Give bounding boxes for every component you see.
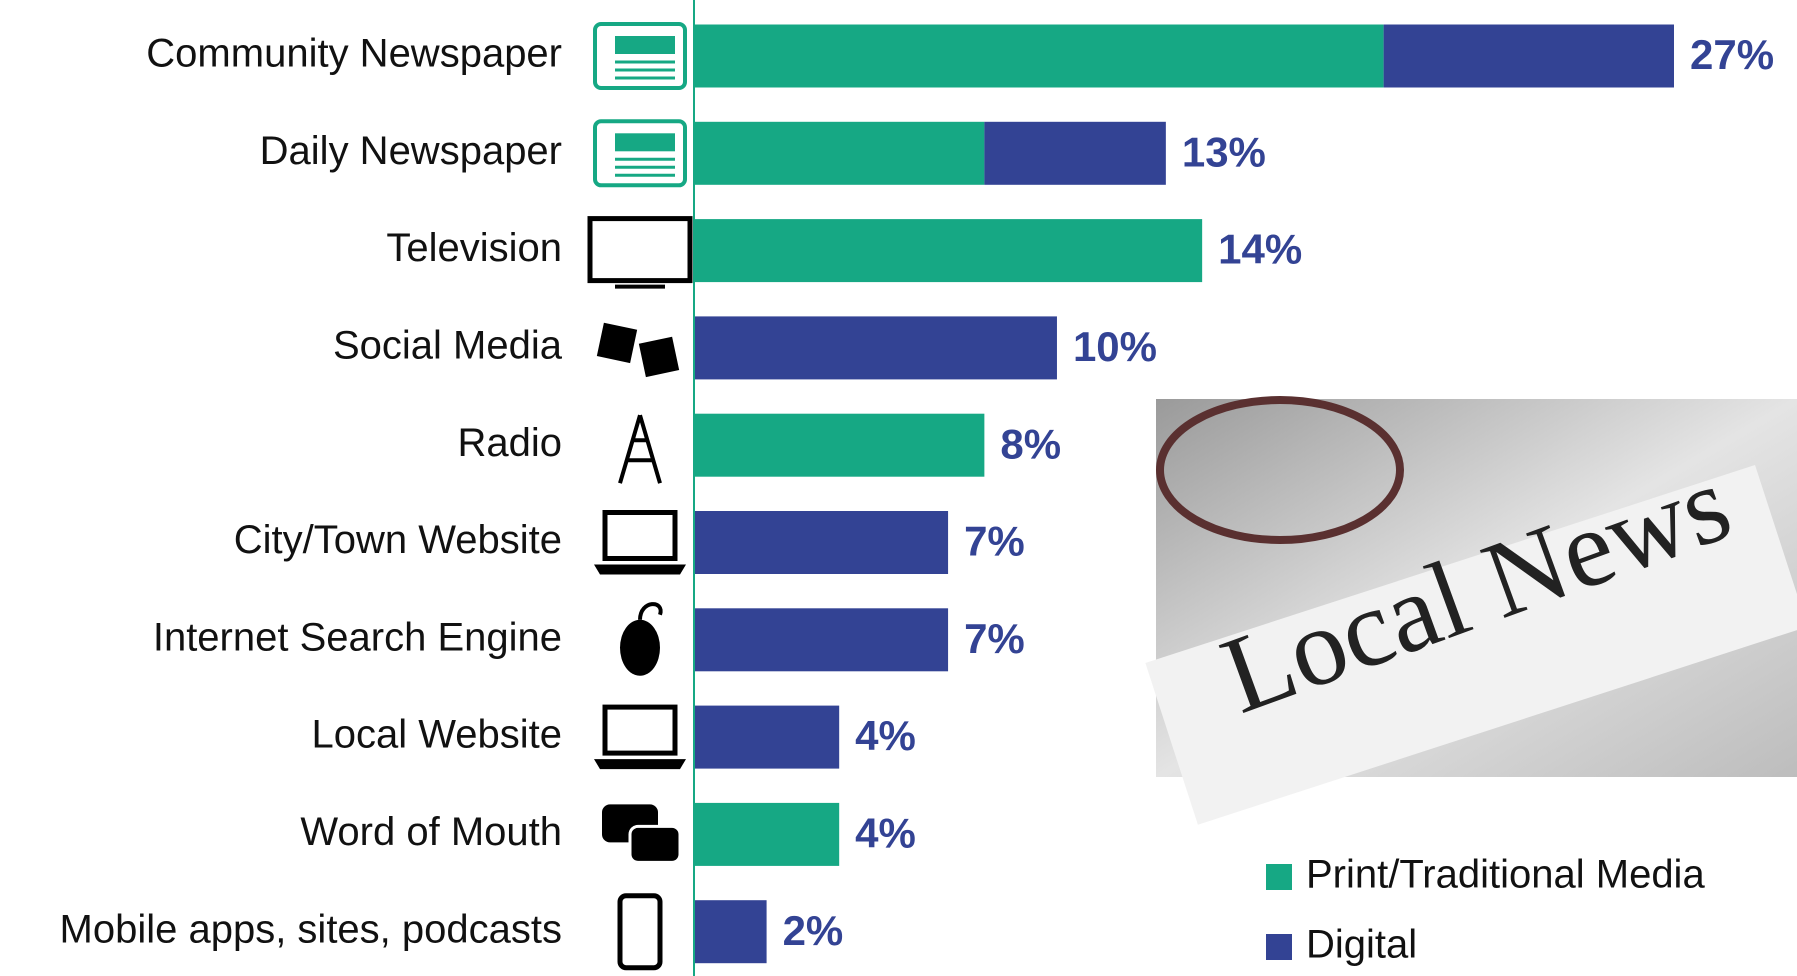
bar-segment	[694, 24, 1384, 88]
legend-swatch	[1266, 934, 1292, 960]
bar-segment	[694, 705, 840, 769]
legend-label: Digital	[1306, 923, 1417, 967]
total-label: 27%	[1690, 31, 1774, 78]
icon	[593, 119, 687, 188]
icon-shape	[587, 216, 693, 284]
icon-shape	[620, 619, 660, 676]
icon-shape	[602, 704, 678, 756]
icon-shape	[628, 824, 682, 864]
icon	[620, 602, 663, 676]
total-label: 10%	[1073, 323, 1157, 370]
category-label: City/Town Website	[234, 518, 562, 562]
icon-shape	[593, 22, 687, 90]
category-label: Television	[386, 226, 562, 270]
legend-label: Print/Traditional Media	[1306, 853, 1705, 897]
icon-shape	[617, 893, 663, 971]
icon-shape	[602, 510, 678, 561]
category-label: Community Newspaper	[146, 32, 562, 76]
legend-swatch	[1266, 864, 1292, 890]
total-label: 8%	[1000, 420, 1061, 467]
total-label: 13%	[1182, 128, 1266, 175]
bar-segment	[694, 802, 840, 866]
icon-shape	[594, 564, 686, 575]
bar-segment	[694, 900, 767, 964]
total-label: 4%	[855, 712, 916, 759]
icon	[617, 893, 663, 971]
icon-shape	[593, 119, 687, 188]
category-label: Daily Newspaper	[260, 129, 562, 173]
total-label: 14%	[1218, 226, 1302, 273]
category-label: Radio	[457, 421, 562, 465]
total-label: 4%	[855, 809, 916, 856]
total-label: 2%	[783, 907, 844, 954]
category-label: Word of Mouth	[300, 810, 562, 854]
total-label: 7%	[964, 615, 1025, 662]
icon	[594, 510, 686, 575]
bar-segment	[694, 608, 949, 672]
bar-segment	[694, 511, 949, 574]
icon	[594, 704, 686, 770]
icon	[596, 322, 680, 378]
bar-segment	[984, 121, 1166, 185]
category-label: Mobile apps, sites, podcasts	[60, 907, 562, 951]
bar-segment	[1383, 24, 1674, 88]
bar-segment	[694, 121, 985, 185]
photo-glasses	[1156, 396, 1404, 544]
icon-shape	[638, 602, 663, 621]
category-label: Social Media	[333, 323, 563, 367]
photo: Local News	[1145, 396, 1797, 825]
icon	[602, 804, 682, 864]
category-label: Local Website	[311, 713, 562, 757]
icon-shape	[618, 414, 662, 484]
icon-shape	[638, 336, 680, 378]
total-label: 7%	[964, 518, 1025, 565]
icon	[618, 414, 662, 484]
icon	[587, 216, 693, 289]
photo-strip	[1145, 464, 1797, 825]
icon-shape	[594, 759, 686, 770]
icon	[593, 22, 687, 90]
icon-shape	[596, 322, 638, 364]
bar-segment	[694, 413, 985, 477]
bar-segment	[694, 316, 1057, 380]
bar-segment	[694, 219, 1203, 283]
icon-shape	[615, 133, 675, 152]
icon-shape	[615, 36, 675, 54]
category-label: Internet Search Engine	[153, 615, 562, 659]
